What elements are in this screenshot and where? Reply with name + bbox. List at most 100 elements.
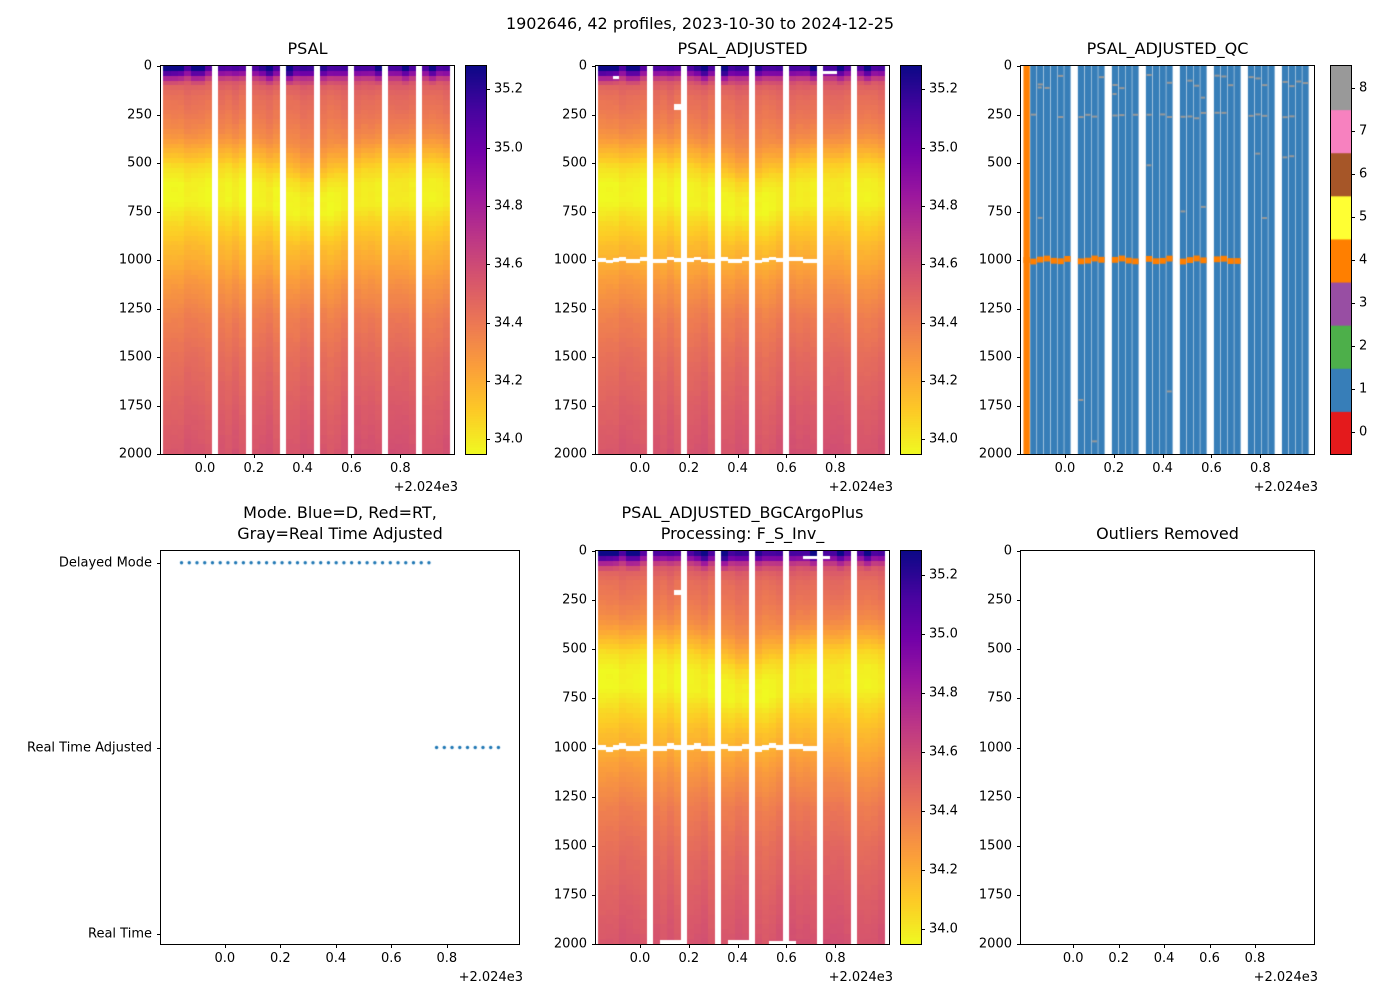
colorbar-qc-flags: 0 1 2 3 4 5 6 7 8 [1330, 65, 1367, 455]
y-tick-mark [592, 944, 596, 945]
y-tick-mark [592, 211, 596, 213]
x-tick-mark [786, 944, 788, 948]
y-tick-mark [592, 357, 596, 358]
x-tick-label: 0.4 [325, 951, 347, 966]
colorbar-tick-mark [921, 574, 925, 576]
x-tick-label: 0.2 [269, 951, 291, 966]
colorbar-tick-label: 34.2 [494, 373, 523, 389]
x-axis-offset-label: +2.024e3 [828, 480, 893, 495]
y-tick-mark [592, 308, 596, 310]
y-tick-mark [157, 163, 161, 164]
y-tick-label: 1750 [553, 887, 587, 903]
x-tick-mark [835, 944, 837, 948]
colorbar-tick-mark [1351, 389, 1355, 391]
y-tick-label: 1000 [118, 252, 152, 268]
x-axis-offset-label: +2.024e3 [1253, 970, 1318, 985]
x-tick-label: 0.6 [776, 461, 797, 476]
colorbar-tick-mark [1351, 216, 1355, 218]
colorbar-tick-mark [486, 322, 490, 324]
colorbar-tick-label: 0 [1359, 424, 1368, 440]
colorbar-tick-mark [486, 264, 490, 266]
colorbar-tick-label: 2 [1359, 338, 1368, 354]
x-tick-label: 0.8 [824, 951, 846, 966]
y-tick-label: 2000 [553, 936, 587, 952]
y-tick-label: 2000 [118, 446, 152, 462]
colorbar-tick-label: 4 [1359, 252, 1368, 268]
colorbar-psal-adjusted: 35.2 35.0 34.8 34.6 34.4 34.2 34.0 [900, 65, 958, 455]
x-tick-mark [1164, 944, 1166, 948]
x-tick-mark [204, 454, 206, 458]
colorbar-tick-mark [921, 633, 925, 635]
x-tick-mark [1064, 454, 1066, 458]
y-tick-label: 0 [578, 58, 587, 74]
x-tick-label: 0.6 [341, 461, 362, 476]
x-tick-label: 0.6 [776, 951, 797, 966]
x-tick-label: 0.4 [727, 951, 748, 966]
y-tick-mark [1017, 211, 1021, 213]
y-tick-label: 1000 [978, 252, 1012, 268]
colorbar-tick-label: 34.4 [929, 315, 958, 331]
subplot-psal: PSAL 0.0 0.2 0.4 0.6 0.8 0 250 500 750 1000 1250 15… [119, 39, 458, 495]
y-tick-label: 1500 [553, 349, 587, 365]
colorbar-tick-label: 34.4 [494, 315, 523, 331]
colorbar-tick-mark [1351, 432, 1355, 434]
y-tick-mark [157, 308, 161, 310]
colorbar-tick-label: 35.0 [929, 626, 958, 642]
y-tick-mark [592, 260, 596, 261]
y-tick-label: 750 [987, 204, 1012, 219]
subplot-outliers-removed: Outliers Removed 0.0 0.2 0.4 0.6 0.8 0 250 500 7… [979, 524, 1318, 985]
y-tick-mark [592, 845, 596, 847]
x-tick-mark [688, 944, 690, 948]
psal-adjusted-bgc-heatmap-canvas [596, 551, 889, 944]
x-tick-mark [1254, 944, 1256, 948]
y-tick-mark [592, 698, 596, 700]
x-tick-mark [1211, 454, 1213, 458]
x-tick-mark [400, 454, 402, 458]
x-tick-label: 0.6 [380, 951, 402, 966]
colorbar-tick-label: 34.8 [494, 198, 523, 214]
y-tick-label: 1250 [978, 789, 1012, 805]
x-axis-offset-label: +2.024e3 [393, 480, 458, 495]
x-tick-label: 0.8 [1249, 461, 1271, 476]
y-tick-mark [1017, 163, 1021, 164]
x-tick-mark [688, 454, 690, 458]
x-tick-label: 0.0 [214, 951, 236, 966]
y-tick-mark [1017, 747, 1021, 749]
x-tick-label: 0.8 [1244, 951, 1266, 966]
colorbar-tick-mark [921, 751, 925, 753]
colorbar-tick-label: 34.4 [929, 803, 958, 819]
y-tick-label: 2000 [978, 446, 1012, 462]
y-tick-mark [592, 649, 596, 651]
colorbar-tick-mark [1351, 130, 1355, 132]
colorbar-psal-adjusted-bgc: 35.2 35.0 34.8 34.6 34.4 34.2 34.0 [900, 550, 958, 945]
colorbar-tick-label: 34.6 [494, 256, 523, 272]
x-tick-mark [639, 454, 641, 458]
colorbar-tick-label: 34.0 [929, 921, 958, 937]
y-tick-mark [157, 405, 161, 407]
x-axis-offset-label: +2.024e3 [458, 970, 523, 985]
y-tick-label: 1500 [553, 838, 587, 854]
y-tick-mark [592, 551, 596, 552]
y-tick-mark [1017, 260, 1021, 261]
y-tick-label: 1500 [978, 838, 1012, 854]
x-tick-mark [351, 454, 353, 458]
y-tick-mark [592, 454, 596, 455]
x-tick-mark [446, 944, 448, 948]
x-tick-mark [335, 944, 337, 948]
y-tick-label: 1500 [978, 349, 1012, 365]
colorbar-tick-mark [921, 322, 925, 324]
colorbar-tick-label: 1 [1359, 381, 1368, 397]
y-tick-label: 500 [127, 155, 152, 171]
colorbar-tick-mark [486, 89, 490, 91]
y-tick-label: 1000 [978, 740, 1012, 755]
colorbar-tick-mark [921, 89, 925, 91]
y-tick-mark [1017, 114, 1021, 116]
y-tick-mark [1017, 649, 1021, 651]
y-tick-label: 1250 [553, 301, 587, 316]
outliers-removed-title: Outliers Removed [1096, 524, 1239, 544]
colorbar-tick-mark [486, 439, 490, 441]
y-tick-mark [157, 747, 161, 749]
y-tick-label: 250 [562, 592, 587, 608]
y-tick-mark [1017, 66, 1021, 67]
y-tick-label: 500 [562, 155, 587, 171]
